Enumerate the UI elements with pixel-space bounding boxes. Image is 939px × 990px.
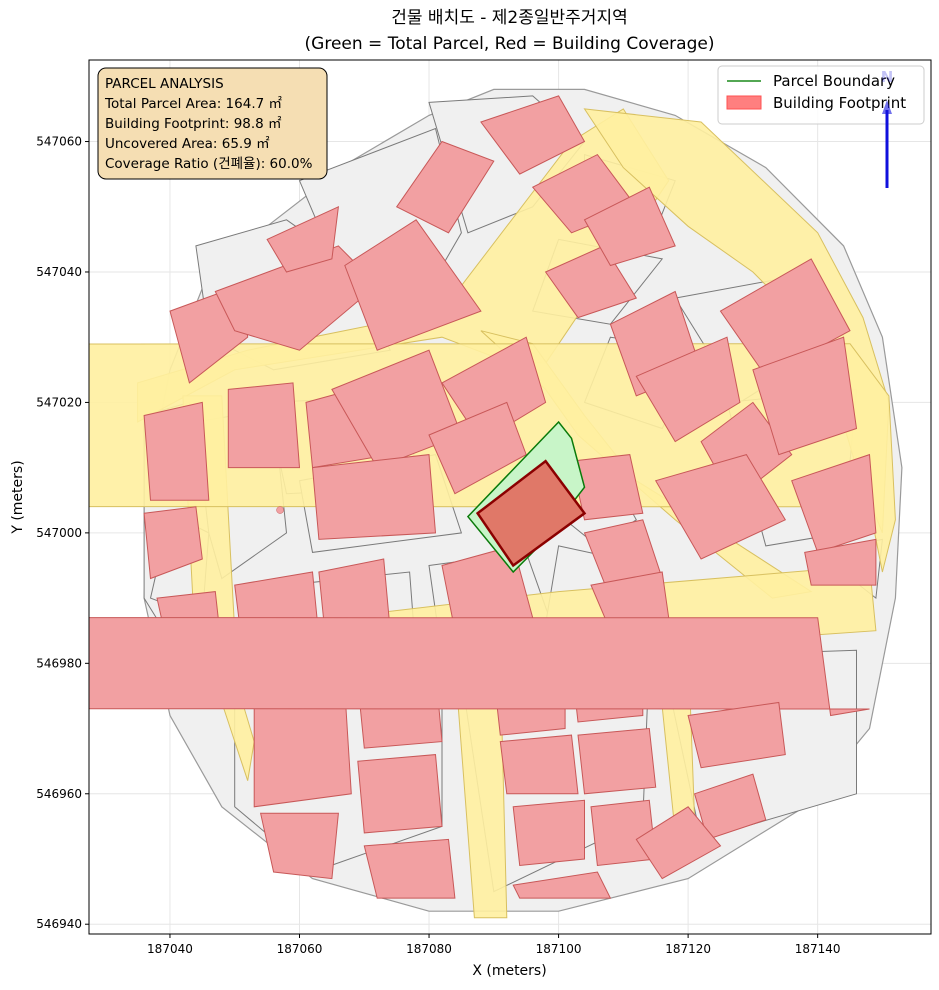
y-tick-label-2: 546980 — [36, 656, 82, 670]
building-18 — [791, 453, 877, 554]
building-36 — [259, 812, 339, 880]
x-tick-label-2: 187080 — [406, 942, 452, 956]
north-arrow: N — [881, 68, 894, 188]
x-axis-ticks: 187040 187060 187080 187100 187120 187140 — [147, 934, 841, 956]
info-heading: PARCEL ANALYSIS — [105, 76, 224, 92]
x-tick-label-5: 187140 — [795, 942, 841, 956]
building-7 — [395, 140, 495, 234]
y-tick-label-1: 546960 — [36, 787, 82, 801]
info-total-area: Total Parcel Area: 164.7 ㎡ — [104, 96, 282, 112]
y-tick-label-3: 547000 — [36, 526, 82, 540]
info-coverage-ratio: Coverage Ratio (건폐율): 60.0% — [105, 156, 313, 172]
building-19 — [804, 538, 877, 586]
x-axis-label: X (meters) — [472, 963, 546, 979]
y-tick-label-5: 547040 — [36, 265, 82, 279]
legend-parcel-boundary-label: Parcel Boundary — [773, 72, 895, 90]
info-uncovered-area: Uncovered Area: 65.9 ㎡ — [105, 136, 270, 152]
y-tick-label-6: 547060 — [36, 135, 82, 149]
small-marker — [276, 506, 284, 514]
building-0 — [143, 401, 210, 501]
x-tick-label-1: 187060 — [277, 942, 323, 956]
chart-title: 건물 배치도 - 제2종일반주거지역 — [391, 8, 627, 28]
building-17 — [752, 336, 858, 456]
building-46 — [89, 617, 870, 717]
y-tick-label-4: 547020 — [36, 395, 82, 409]
building-35 — [363, 838, 456, 899]
x-tick-label-3: 187100 — [536, 942, 582, 956]
building-13 — [635, 336, 741, 443]
building-8 — [480, 95, 586, 175]
building-11 — [583, 186, 676, 267]
target-building — [475, 459, 587, 568]
building-15 — [654, 454, 787, 560]
building-49 — [635, 806, 722, 880]
building-layer — [89, 95, 877, 899]
building-48 — [693, 773, 767, 841]
building-34 — [357, 754, 443, 834]
building-24 — [428, 401, 527, 495]
building-47 — [687, 701, 786, 769]
marker-layer — [276, 506, 284, 514]
building-25 — [311, 454, 437, 540]
info-box: PARCEL ANALYSIS Total Parcel Area: 164.7… — [97, 67, 328, 180]
building-43 — [512, 871, 612, 899]
x-tick-label-4: 187120 — [665, 942, 711, 956]
legend-building-footprint-swatch — [726, 95, 762, 110]
north-arrow-label: N — [881, 68, 894, 86]
building-27 — [570, 454, 644, 521]
x-tick-label-0: 187040 — [147, 942, 193, 956]
y-axis-label: Y (meters) — [10, 460, 26, 534]
north-arrow-head — [882, 100, 892, 114]
building-5 — [266, 205, 340, 273]
y-axis-ticks: 546940 546960 546980 547000 547020 547040 5470… — [36, 135, 89, 931]
legend: Parcel Boundary Building Footprint — [717, 65, 925, 125]
building-39 — [499, 734, 579, 795]
building-1 — [143, 506, 203, 580]
legend-background — [717, 65, 925, 125]
building-41 — [512, 799, 585, 867]
building-6 — [344, 219, 482, 351]
legend-building-footprint-label: Building Footprint — [773, 94, 906, 112]
info-box-background — [97, 67, 328, 180]
building-40 — [577, 727, 657, 795]
target-parcel-layer — [466, 420, 587, 574]
building-20 — [227, 382, 301, 469]
info-building-footprint: Building Footprint: 98.8 ㎡ — [105, 116, 282, 132]
chart-subtitle: (Green = Total Parcel, Red = Building Co… — [305, 34, 715, 54]
plot-area-frame — [88, 59, 932, 935]
y-tick-label-0: 546940 — [36, 917, 82, 931]
